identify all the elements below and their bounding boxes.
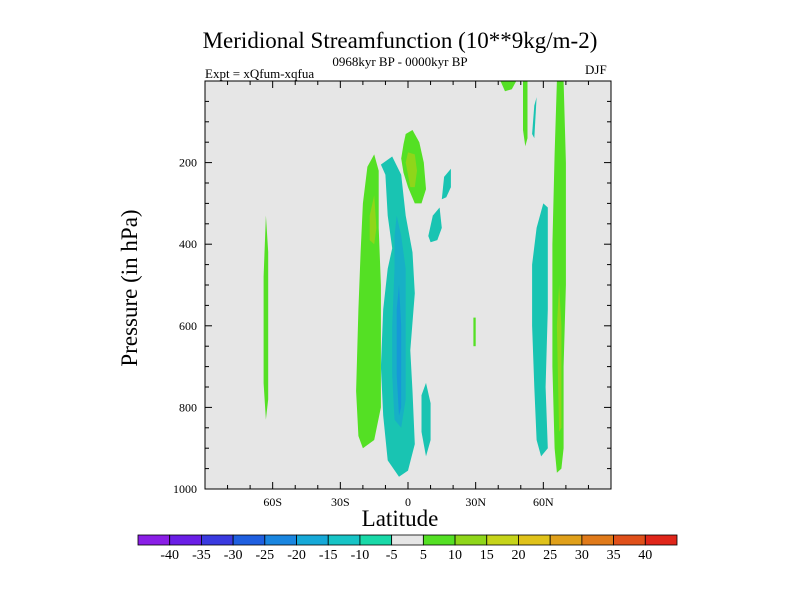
experiment-label: Expt = xQfum-xqfua (205, 66, 315, 81)
x-axis-label: Latitude (361, 506, 439, 531)
contour-region (523, 81, 528, 147)
colorbar-swatch (422, 534, 456, 546)
colorbar-label: -15 (319, 548, 338, 563)
colorbar-swatch (581, 534, 614, 546)
x-tick-label: 0 (405, 495, 411, 509)
colorbar-label: 15 (480, 548, 494, 563)
colorbar-swatch (137, 534, 171, 546)
colorbar-label: -35 (192, 548, 211, 563)
colorbar-swatch (391, 534, 424, 546)
colorbar-swatch (264, 534, 297, 546)
contour-region (532, 203, 548, 457)
contour-regions (263, 81, 566, 477)
colorbar-label: -30 (224, 548, 243, 563)
colorbar-label: 40 (638, 548, 652, 563)
colorbar-label: -5 (386, 548, 398, 563)
contour-region (263, 215, 269, 420)
colorbar-swatch (201, 534, 234, 546)
contour-region (473, 317, 476, 347)
colorbar-swatch (327, 534, 361, 546)
colorbar-label: 25 (543, 548, 557, 563)
colorbar-label: -25 (255, 548, 274, 563)
contour-region (441, 168, 451, 200)
colorbar-swatch (486, 534, 519, 546)
x-tick-label: 60S (263, 495, 282, 509)
colorbar-swatch (454, 534, 488, 546)
chart-title: Meridional Streamfunction (10**9kg/m-2) (202, 28, 598, 53)
y-tick-label: 1000 (173, 482, 197, 496)
colorbar-swatch (549, 534, 583, 546)
contour-region (405, 152, 417, 188)
contour-region (552, 81, 566, 473)
colorbar-label: -10 (351, 548, 370, 563)
contour-region (369, 195, 377, 245)
colorbar-label: 30 (575, 548, 589, 563)
colorbar-swatch (169, 534, 202, 546)
chart-subtitle: 0968kyr BP - 0000kyr BP (332, 54, 468, 69)
y-tick-label: 800 (179, 400, 197, 414)
colorbar-swatch (232, 534, 266, 546)
colorbar-label: 5 (420, 548, 427, 563)
y-tick-label: 200 (179, 156, 197, 170)
colorbar-swatch (518, 534, 551, 546)
colorbar-label: -20 (287, 548, 306, 563)
colorbar-swatch (613, 534, 646, 546)
y-tick-label: 400 (179, 237, 197, 251)
colorbar-swatch (359, 534, 393, 546)
contour-region (500, 81, 517, 92)
colorbar-label: 20 (511, 548, 525, 563)
y-tick-label: 600 (179, 319, 197, 333)
x-tick-label: 30S (331, 495, 350, 509)
contour-region (421, 382, 431, 457)
colorbar-label: -40 (160, 548, 179, 563)
contour-region (532, 97, 537, 139)
colorbar-label: 10 (448, 548, 462, 563)
colorbar-swatch (296, 534, 329, 546)
contour-region (556, 285, 562, 432)
contour-region (396, 285, 402, 416)
colorbar-label: 35 (607, 548, 621, 563)
colorbar-swatch (644, 534, 678, 546)
x-tick-label: 60N (533, 495, 554, 509)
season-label: DJF (585, 62, 607, 77)
x-tick-label: 30N (465, 495, 486, 509)
contour-region (428, 207, 442, 243)
